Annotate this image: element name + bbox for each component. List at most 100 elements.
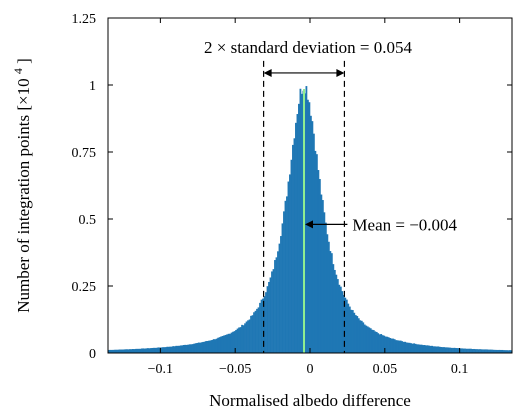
histogram-bar xyxy=(443,347,445,353)
histogram-bar xyxy=(109,349,112,353)
histogram-bar xyxy=(137,348,140,353)
histogram-bar xyxy=(395,340,398,353)
histogram-bar xyxy=(473,348,475,353)
histogram-bar xyxy=(453,347,456,353)
histogram-bar xyxy=(190,344,193,353)
histogram-bar xyxy=(371,329,374,353)
histogram-bar xyxy=(227,333,230,353)
histogram-bar xyxy=(151,347,154,353)
histogram-bar xyxy=(145,348,148,353)
histogram-bar xyxy=(474,349,477,353)
histogram-bar xyxy=(426,345,429,353)
histogram-bar xyxy=(182,345,185,353)
histogram-bar xyxy=(166,346,169,353)
histogram-bar xyxy=(318,179,321,353)
histogram-bar xyxy=(411,343,414,353)
histogram-bar xyxy=(398,340,401,353)
histogram-bar xyxy=(366,326,369,353)
y-tick-label: 1 xyxy=(89,79,96,94)
histogram-bar xyxy=(413,343,416,353)
histogram-bar xyxy=(462,348,465,353)
histogram-bar xyxy=(290,159,293,353)
histogram-bar xyxy=(163,347,166,353)
histogram-bar xyxy=(293,138,296,353)
std-annotation: 2 × standard deviation = 0.054 xyxy=(204,38,413,57)
x-tick-label: 0.05 xyxy=(373,362,398,377)
histogram-bar xyxy=(503,350,505,353)
histogram-bar xyxy=(461,348,463,353)
histogram-bar xyxy=(492,349,495,353)
histogram-bar xyxy=(202,341,205,353)
histogram-bar xyxy=(211,340,214,353)
histogram-bar xyxy=(444,347,447,353)
histogram-bar xyxy=(479,349,481,353)
histogram-bar xyxy=(447,347,450,353)
histogram-bar xyxy=(136,348,139,353)
x-tick-label: −0.05 xyxy=(219,362,251,377)
histogram-bar xyxy=(284,200,287,353)
histogram-bar xyxy=(359,320,362,353)
histogram-bar xyxy=(495,349,498,353)
histogram-bar xyxy=(169,346,172,353)
histogram-bar xyxy=(196,343,199,353)
histogram-bar xyxy=(467,348,469,353)
histogram-bar xyxy=(483,349,486,353)
histogram-bar xyxy=(254,310,257,353)
histogram-bar xyxy=(217,337,220,353)
histogram-bar xyxy=(223,335,226,353)
y-axis-ticks: 0 0.25 0.5 0.75 1 1.25 xyxy=(72,12,512,362)
histogram-bar xyxy=(497,349,499,353)
histogram-bar xyxy=(218,337,221,353)
histogram-bar xyxy=(399,340,402,353)
histogram-bar xyxy=(199,342,202,353)
histogram-bar xyxy=(434,346,436,353)
histogram-bar xyxy=(405,342,408,353)
histogram-bar xyxy=(127,349,130,353)
histogram-bar xyxy=(390,338,393,353)
histogram-bar xyxy=(142,348,145,353)
histogram-bar xyxy=(440,347,442,353)
histogram-bar xyxy=(181,345,184,353)
histogram-bar xyxy=(312,133,315,353)
histogram-bar xyxy=(176,345,179,353)
histogram-bar xyxy=(205,341,208,353)
histogram-bar xyxy=(423,345,426,353)
histogram-bar xyxy=(494,349,496,353)
histogram-bar xyxy=(314,150,317,353)
histogram-bar xyxy=(348,306,351,353)
histogram-bar xyxy=(420,344,423,353)
histogram-bar xyxy=(203,341,206,353)
x-axis-title: Normalised albedo difference xyxy=(209,391,411,410)
histogram-bar xyxy=(486,349,489,353)
histogram-bar xyxy=(386,336,389,353)
histogram-bar xyxy=(236,328,239,353)
histogram-bar xyxy=(244,323,246,353)
histogram-bar xyxy=(374,331,377,353)
histogram-bar xyxy=(383,335,386,353)
histogram-bar xyxy=(477,349,480,353)
histogram-bar xyxy=(446,347,448,353)
histogram-bar xyxy=(356,316,359,353)
histogram-bar xyxy=(468,348,471,353)
histogram-bar xyxy=(188,344,191,353)
histogram-bar xyxy=(347,303,350,353)
histogram-bar xyxy=(232,331,234,353)
histogram-bar xyxy=(292,144,294,353)
histogram-bar xyxy=(160,347,163,353)
histogram-bar xyxy=(452,347,454,353)
histogram-bar xyxy=(393,339,396,353)
histogram-bar xyxy=(122,349,125,353)
histogram-bar xyxy=(387,337,390,353)
histogram-bar xyxy=(108,349,110,353)
histogram-bar xyxy=(305,86,308,353)
histogram-bar xyxy=(143,348,146,353)
histogram-bar xyxy=(422,345,425,353)
histogram-bar xyxy=(321,200,324,353)
histogram-bar xyxy=(167,346,170,353)
histogram-bar xyxy=(257,307,260,353)
histogram-bar xyxy=(185,344,188,353)
histogram-bar xyxy=(197,342,200,353)
histogram-bar xyxy=(509,350,511,353)
histogram-bar xyxy=(121,349,124,353)
